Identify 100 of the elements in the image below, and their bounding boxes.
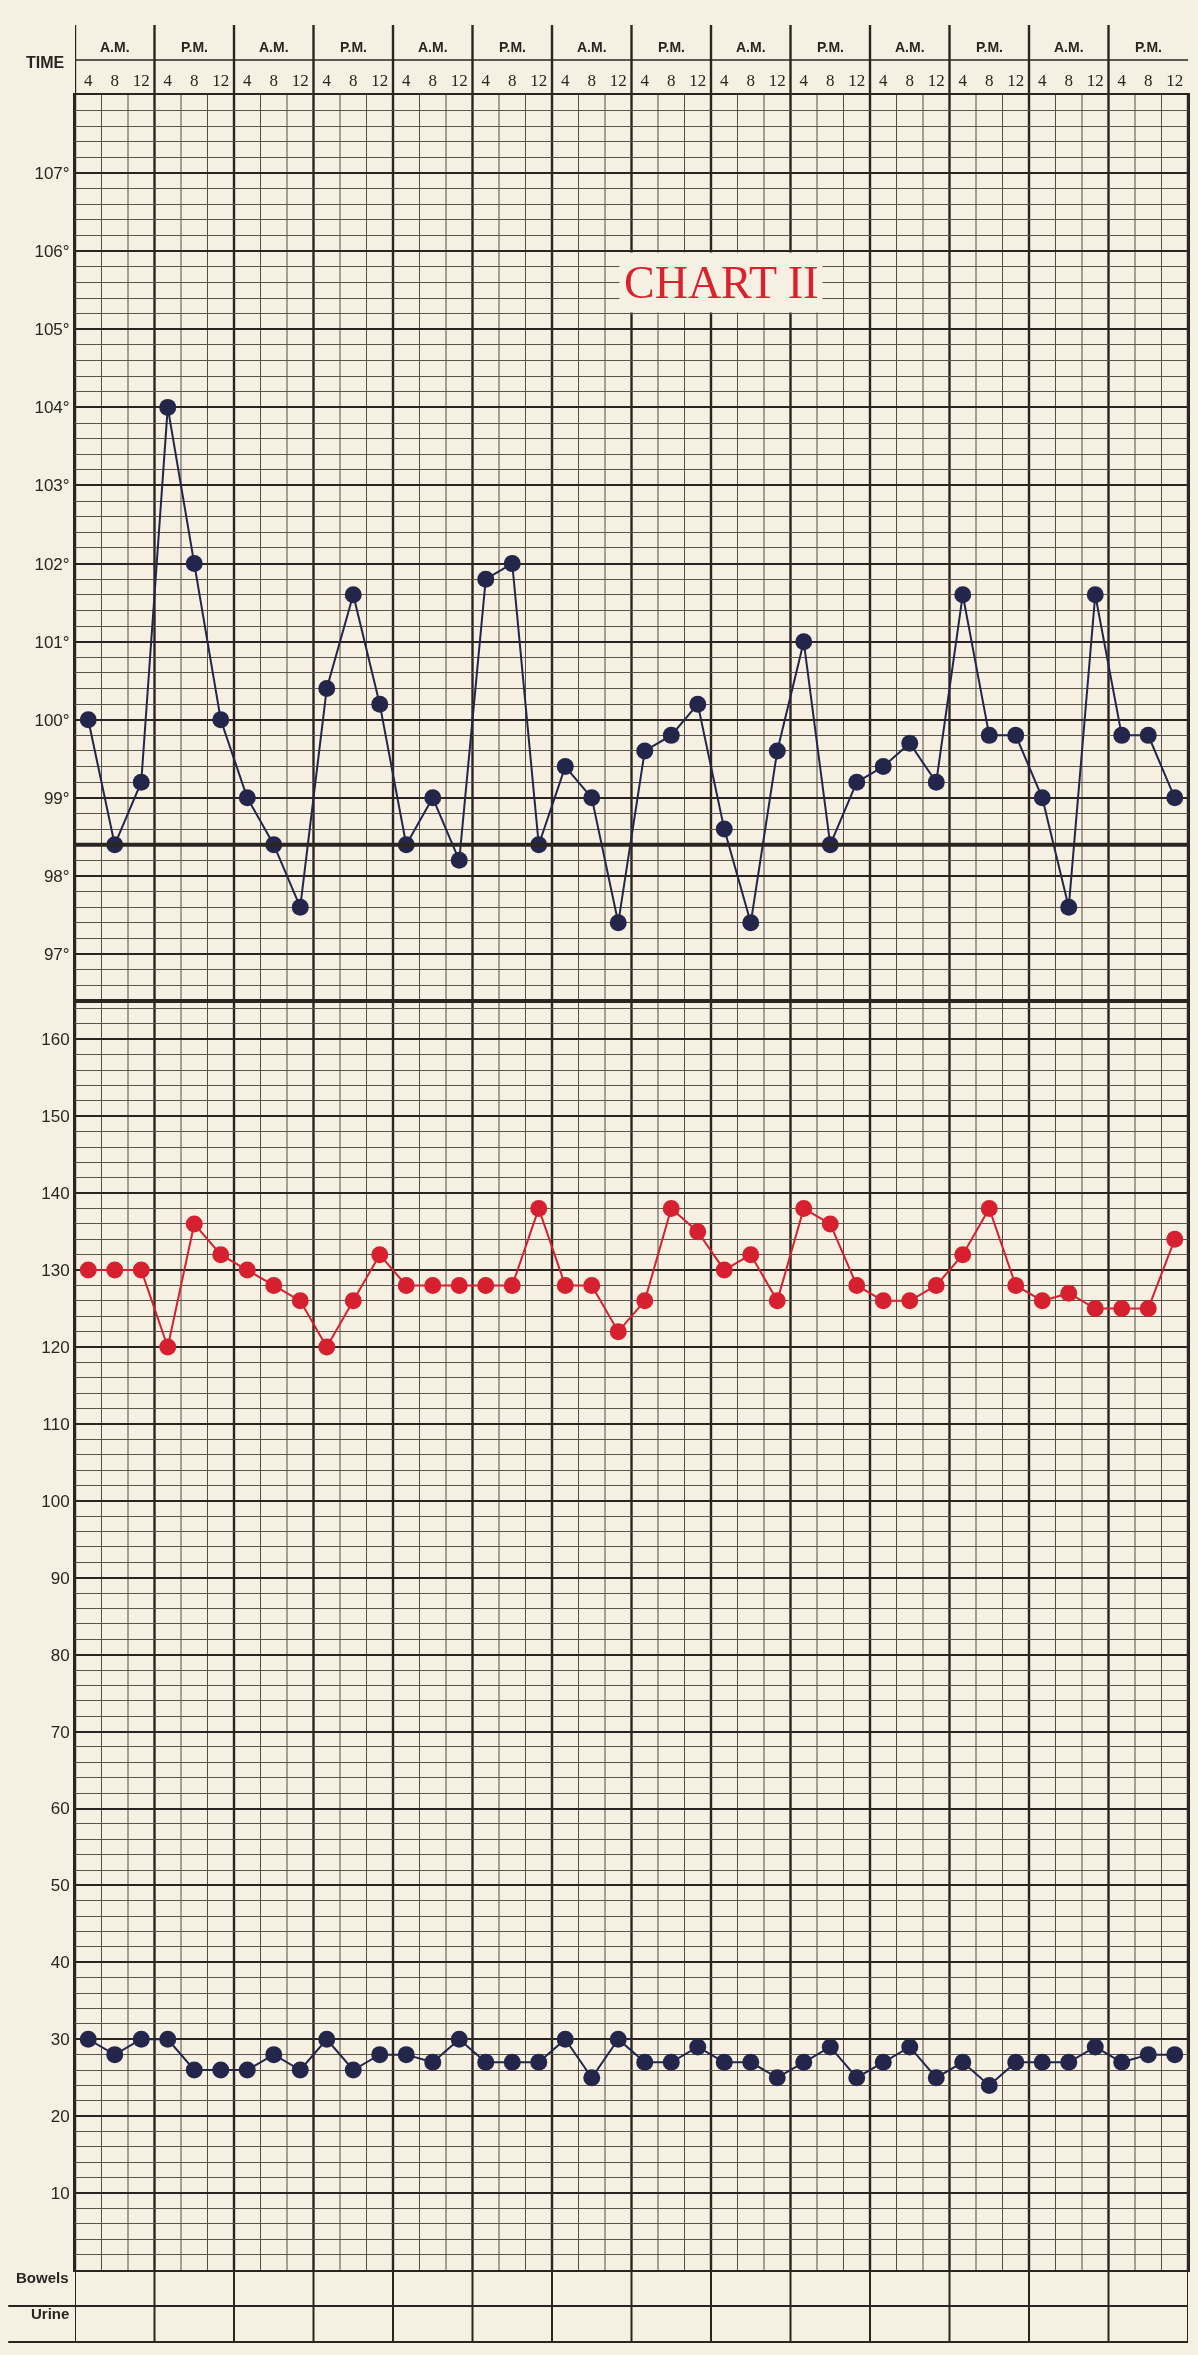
x-tick-label: 4 [84,71,93,91]
point [901,734,919,752]
point [79,711,97,729]
point [821,2038,839,2056]
point [185,555,203,573]
point [477,1276,495,1294]
text: A.M. [736,39,766,55]
text: A.M. [418,39,448,55]
point [768,742,786,760]
point [927,773,945,791]
point [79,2030,97,2048]
x-tick-label: 4 [402,71,411,91]
x-tick-label: 4 [481,71,491,91]
point [397,2046,415,2064]
x-tick-label: 4 [322,71,332,91]
point [371,1246,389,1264]
point [556,2030,574,2048]
y-tick-label: 98° [43,866,70,886]
point [583,1276,601,1294]
point [1086,586,1104,604]
text: P.M. [976,39,1003,55]
point [318,1338,336,1356]
text: A.M. [1054,39,1084,55]
x-tick-label: 8 [826,71,835,91]
text: P.M. [658,39,685,55]
x-tick-label: 4 [799,71,809,91]
x-tick-label: 8 [746,71,755,91]
y-tick-label: 99° [43,788,70,808]
point [636,1292,654,1310]
point [238,1261,256,1279]
point [265,1276,283,1294]
point [927,2069,945,2087]
x-tick-label: 4 [879,71,888,91]
x-tick-label: 8 [667,71,676,91]
x-tick-label: 8 [428,71,437,91]
point [636,2053,654,2071]
point [1113,726,1131,744]
point [79,1261,97,1279]
point [954,2053,972,2071]
text: Urine [31,2305,70,2322]
point [318,2030,336,2048]
point [291,898,309,916]
point [662,1200,680,1218]
point [980,1200,998,1218]
x-tick-label: 12 [371,71,389,91]
text: CHART II [624,257,819,308]
point [185,2061,203,2079]
point [106,2046,124,2064]
text: P.M. [817,39,844,55]
point [503,1276,521,1294]
y-tick-label: 105° [34,320,70,340]
x-tick-label: 12 [609,71,627,91]
y-tick-label: 100° [34,710,70,730]
point [1060,1284,1078,1302]
point [768,1292,786,1310]
y-tick-label: 106° [34,242,70,262]
point [1139,1300,1157,1318]
point [1166,789,1184,807]
point [291,1292,309,1310]
y-tick-label: 101° [34,632,70,652]
point [636,742,654,760]
point [530,2053,548,2071]
x-tick-label: 4 [1038,71,1047,91]
text: A.M. [259,39,289,55]
point [477,570,495,588]
point [1060,898,1078,916]
point [662,2053,680,2071]
point [1086,2038,1104,2056]
y-tick-label: 90 [50,1568,70,1588]
x-tick-label: 12 [291,71,309,91]
point [609,1323,627,1341]
point [371,695,389,713]
y-tick-label: 60 [50,1799,70,1819]
x-tick-label: 4 [561,71,570,91]
point [927,1276,945,1294]
x-tick-label: 8 [905,71,914,91]
x-tick-label: 4 [1117,71,1127,91]
point [874,2053,892,2071]
x-tick-label: 8 [587,71,596,91]
x-tick-label: 12 [927,71,945,91]
y-tick-label: 104° [34,398,70,418]
x-tick-label: 12 [530,71,548,91]
x-tick-label: 12 [212,71,230,91]
y-tick-label: 102° [34,554,70,574]
x-tick-label: 12 [689,71,707,91]
x-tick-label: 4 [720,71,729,91]
point [1113,2053,1131,2071]
text: P.M. [1135,39,1162,55]
point [450,851,468,869]
point [795,633,813,651]
text: P.M. [340,39,367,55]
point [874,1292,892,1310]
point [1033,2053,1051,2071]
point [503,2053,521,2071]
y-tick-label: 50 [50,1876,70,1896]
point [901,1292,919,1310]
point [1139,726,1157,744]
point [662,726,680,744]
point [821,1215,839,1233]
point [159,2030,177,2048]
